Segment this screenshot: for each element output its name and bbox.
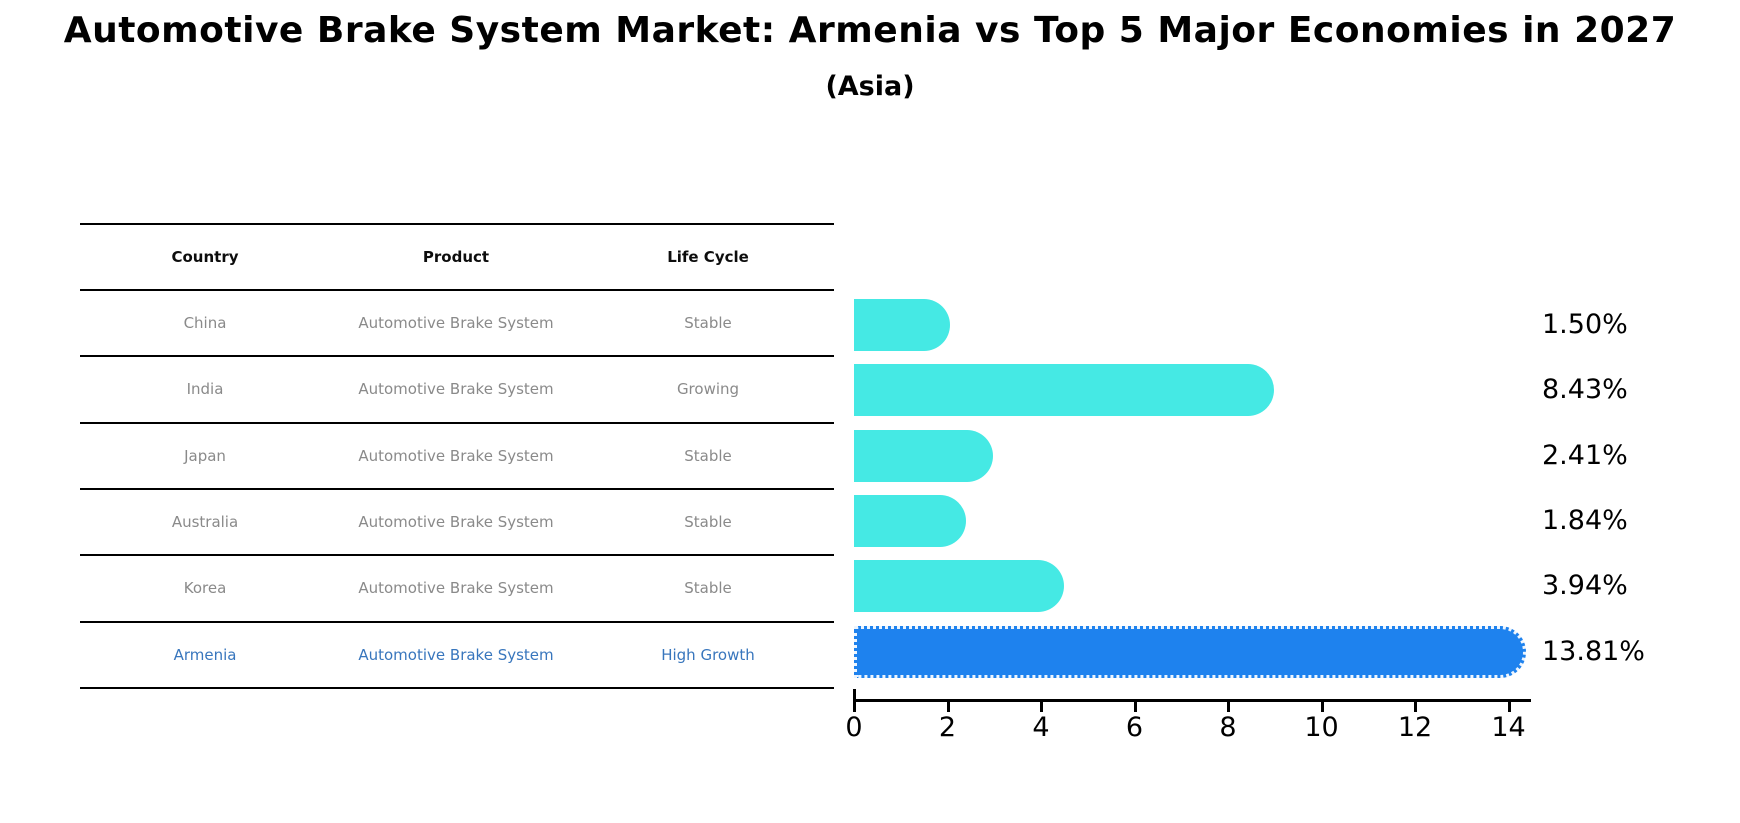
x-axis-tick [1507, 702, 1511, 712]
cell-country: Korea [183, 579, 227, 598]
x-axis-tick-label: 0 [845, 712, 863, 743]
cell-product: Automotive Brake System [358, 579, 554, 598]
cell-life-cycle: High Growth [661, 645, 755, 664]
bar-australia [854, 494, 967, 547]
header-life-cycle: Life Cycle [667, 248, 749, 266]
bar-armenia [854, 625, 1526, 678]
cell-life-cycle: Stable [684, 579, 732, 598]
cell-country: China [183, 314, 227, 333]
x-axis-tick [1040, 702, 1043, 712]
table-row: China Automotive Brake System Stable [80, 291, 834, 358]
cell-product: Automotive Brake System [358, 446, 554, 465]
bar-china [854, 299, 951, 351]
cell-country: India [186, 380, 224, 399]
x-axis-origin-stub [853, 689, 856, 700]
x-axis-tick-label: 14 [1491, 712, 1526, 743]
value-label-armenia: 13.81% [1542, 635, 1645, 667]
cell-life-cycle: Stable [684, 446, 732, 465]
table-header-row: Country Product Life Cycle [80, 225, 834, 291]
bar-korea [854, 560, 1065, 613]
x-axis-line [853, 699, 1531, 702]
x-axis-tick [1133, 702, 1137, 712]
x-axis-tick [853, 702, 856, 712]
table-row: Armenia Automotive Brake System High Growt… [80, 623, 834, 689]
cell-product: Automotive Brake System [358, 380, 554, 399]
table-row: Japan Automotive Brake System Stable [80, 424, 834, 490]
value-label-china: 1.50% [1542, 309, 1628, 340]
x-axis-tick [1414, 702, 1417, 712]
x-axis-tick-label: 4 [1032, 712, 1050, 743]
bar-india [854, 364, 1275, 417]
x-axis-tick-label: 8 [1219, 712, 1237, 743]
table-row: Australia Automotive Brake System Stable [80, 490, 834, 557]
cell-country: Japan [184, 446, 226, 465]
cell-product: Automotive Brake System [358, 645, 554, 664]
page-title: Automotive Brake System Market: Armenia … [63, 10, 1677, 51]
cell-life-cycle: Growing [676, 380, 740, 399]
value-label-india: 8.43% [1542, 374, 1628, 406]
table-row: India Automotive Brake System Growing [80, 357, 834, 424]
header-country: Country [171, 248, 239, 266]
cell-life-cycle: Stable [684, 314, 732, 333]
cell-product: Automotive Brake System [358, 513, 554, 532]
value-label-japan: 2.41% [1542, 439, 1628, 471]
header-product: Product [422, 248, 490, 266]
cell-country: Australia [171, 513, 239, 532]
x-axis-tick-label: 10 [1304, 712, 1339, 743]
x-axis-tick [946, 702, 950, 712]
x-axis-tick-label: 2 [938, 712, 957, 743]
cell-country: Armenia [173, 645, 237, 664]
x-axis-tick-label: 12 [1397, 712, 1433, 743]
cell-product: Automotive Brake System [358, 314, 554, 333]
table-row: Korea Automotive Brake System Stable [80, 556, 834, 623]
bar-japan [854, 429, 993, 482]
x-axis-tick [1320, 702, 1324, 712]
value-label-australia: 1.84% [1542, 504, 1628, 536]
country-table: Country Product Life Cycle China Automoti… [80, 223, 834, 689]
value-label-korea: 3.94% [1542, 570, 1628, 602]
x-axis-tick-label: 6 [1125, 712, 1144, 743]
x-axis-tick [1227, 702, 1230, 712]
page-subtitle: (Asia) [825, 71, 915, 102]
cell-life-cycle: Stable [684, 513, 732, 532]
